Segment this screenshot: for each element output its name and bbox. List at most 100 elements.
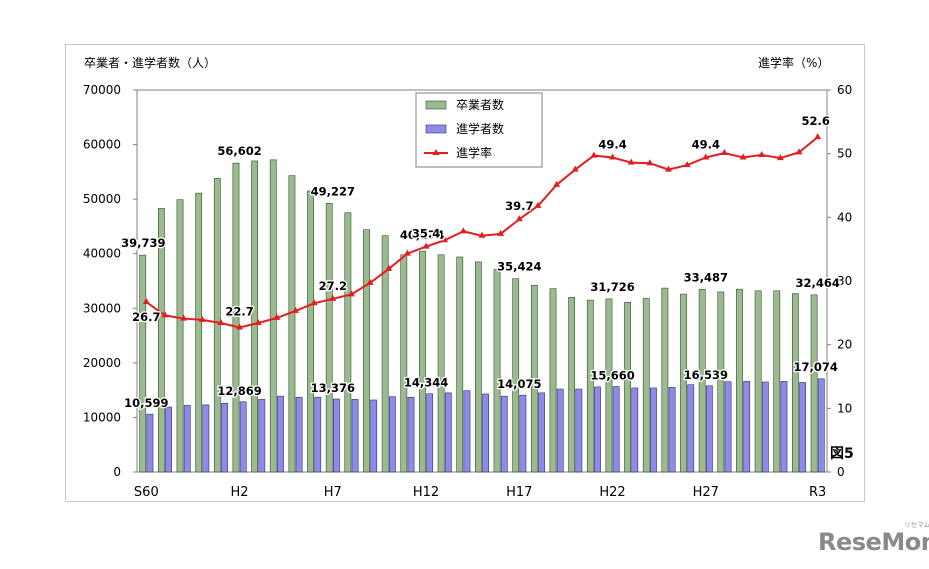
graduates-bar [363,229,370,473]
graduates-bar [232,162,240,473]
graduates-bar [698,288,706,473]
advancers-bar [165,406,172,473]
advancers-bar [612,386,620,473]
right-axis-title: 進学率（%） [758,56,830,70]
rate-marker [758,150,766,157]
rate-marker [459,227,467,234]
graduates-bar [213,178,221,473]
data-label: 31,726 [590,280,634,294]
data-label: 39,739 [121,236,165,250]
advancers-bar [146,413,154,473]
graduates-bar [754,290,762,473]
advancers-bar [258,399,266,473]
rate-marker [329,294,337,301]
advancers-bar [221,402,228,473]
rate-marker [665,165,672,172]
advancers-bar [705,385,713,473]
left-axis-tick-label: 20000 [83,356,121,370]
resemom-logo: ReseMom リセマム [818,521,929,556]
rate-marker [310,299,318,306]
right-axis-tick-label: 40 [837,210,852,224]
rate-marker [814,133,822,140]
left-axis-tick-label: 40000 [83,247,121,261]
x-axis-tick-label: H7 [324,485,342,500]
rate-marker [683,161,691,168]
graduates-bar [810,294,818,473]
data-label: 33,487 [684,270,728,284]
data-label: 32,464 [795,276,839,290]
legend-swatch [425,100,447,110]
graduates-bar [344,212,352,473]
data-label: 14,075 [497,377,541,391]
advancers-bar [799,382,807,473]
rate-marker [142,298,150,305]
advancers-bar [463,390,471,473]
rate-marker [198,315,206,322]
left-axis-tick-label: 0 [113,465,121,479]
graduates-bar [456,256,464,473]
graduates-bar [307,190,314,473]
graduates-bar [195,192,203,473]
data-label: 35,424 [497,260,541,274]
legend-label: 卒業者数 [456,97,504,112]
data-label: 15,660 [590,369,634,383]
graduates-bar [530,285,538,473]
x-axis-tick-label: H22 [599,485,625,500]
graduates-bar [642,298,650,473]
left-axis-tick-label: 10000 [83,410,121,424]
data-label: 35.4 [412,227,440,241]
rate-marker [478,231,486,238]
left-axis-tick-label: 60000 [83,138,121,152]
data-label: 40,474 [400,228,444,242]
advancers-bar [183,405,191,473]
advancers-bar [538,392,545,473]
advancers-bar [388,396,396,473]
graduates-bar [269,159,277,473]
advancers-bar [594,386,601,473]
graduates-bar [288,175,296,473]
graduates-bar [381,235,389,473]
advancers-bar [743,381,751,473]
left-axis-tick-label: 70000 [83,83,121,97]
graduates-bar [792,293,799,473]
advancers-bar [500,395,508,473]
brand-kana: リセマム [904,521,929,529]
rate-marker [795,148,803,155]
data-label: 12,869 [217,384,261,398]
advancers-bar [575,388,583,473]
rate-marker [180,314,188,321]
graduates-bar [773,290,781,473]
advancers-bar [444,392,452,473]
data-label: 22.7 [225,304,253,318]
rate-marker [347,290,355,297]
graduates-bar [176,199,184,473]
rate-marker [776,154,784,161]
graduates-bar [605,298,613,473]
graduates-bar [568,297,576,473]
advancers-bar [314,396,322,473]
left-axis-tick-label: 30000 [83,301,121,315]
advancers-bar [780,381,788,473]
data-label: 16,539 [684,368,728,382]
data-label: 56,602 [217,144,261,158]
rate-marker [403,249,411,256]
data-label: 49.4 [692,137,720,151]
rate-marker [646,159,654,166]
right-axis-tick-label: 60 [837,83,852,97]
advancers-bar [687,384,695,473]
rate-marker [366,278,374,285]
rate-marker [515,215,523,222]
graduates-bar [251,160,259,473]
graduates-bar [624,301,631,473]
rate-marker [739,153,747,160]
right-axis-tick-label: 10 [837,401,852,415]
advancers-bar [631,387,639,473]
brand-text: ReseMom [818,528,929,556]
advancers-bar [817,378,825,473]
right-axis-tick-label: 50 [837,147,852,161]
right-axis-tick-label: 30 [837,274,852,288]
left-axis-title: 卒業者・進学者数（人） [84,56,217,70]
x-axis-tick-label: R3 [809,485,826,500]
legend-marker [432,149,440,155]
